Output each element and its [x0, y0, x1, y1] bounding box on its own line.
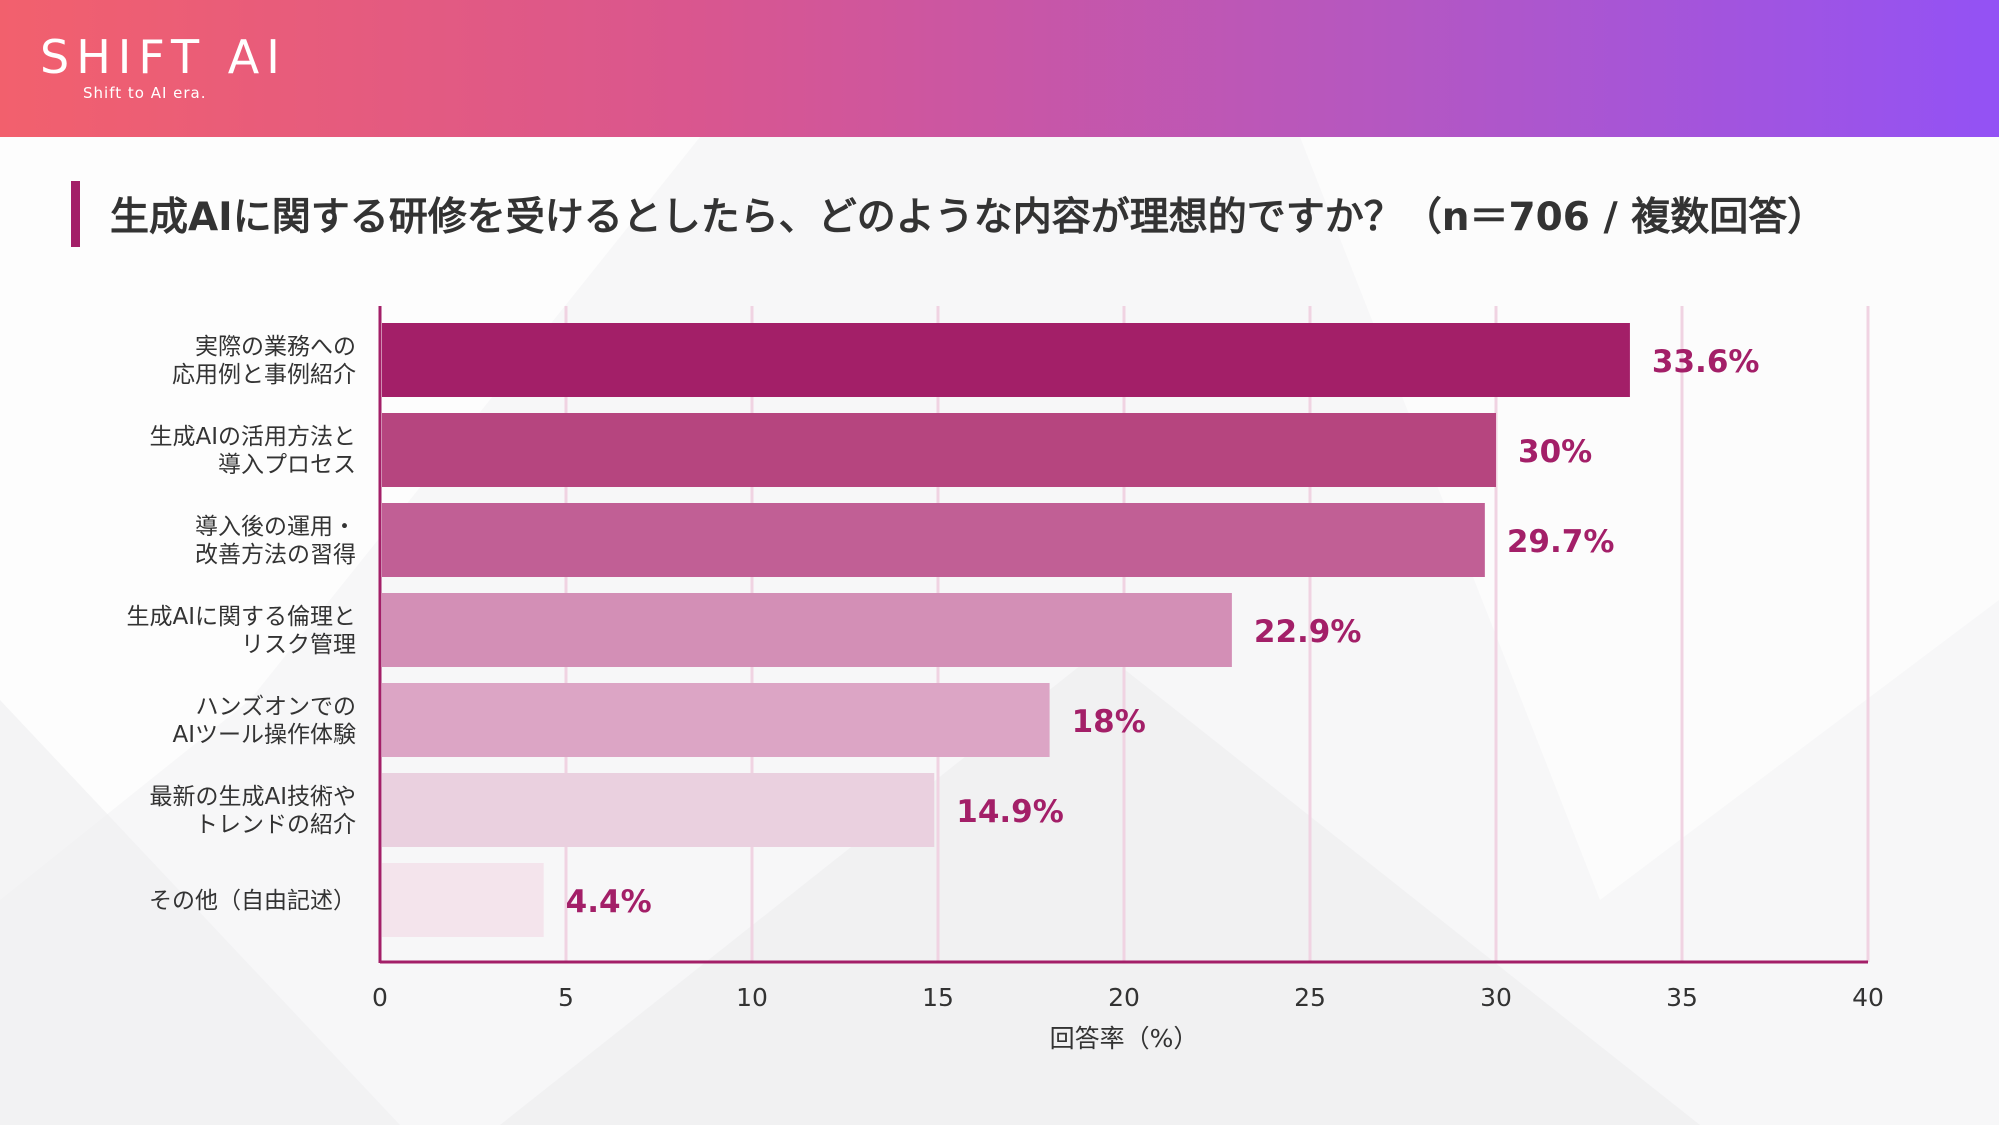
x-tick-label: 25: [1294, 983, 1326, 1012]
value-label: 33.6%: [1652, 344, 1760, 380]
value-label: 30%: [1518, 434, 1592, 470]
x-tick-label: 0: [372, 983, 388, 1012]
title-accent-bar: [71, 181, 80, 247]
value-label: 29.7%: [1507, 524, 1615, 560]
value-label: 4.4%: [566, 884, 652, 920]
category-label: 実際の業務への: [195, 334, 356, 360]
brand-header: SHIFT AI Shift to AI era.: [0, 0, 1999, 137]
x-tick-label: 10: [736, 983, 768, 1012]
category-label: ハンズオンでの: [195, 694, 356, 720]
x-tick-label: 20: [1108, 983, 1140, 1012]
category-label: 導入プロセス: [218, 452, 356, 478]
x-tick-label: 15: [922, 983, 954, 1012]
logo-tagline: Shift to AI era.: [83, 84, 207, 102]
bar: [382, 323, 1630, 397]
x-tick-label: 40: [1852, 983, 1884, 1012]
category-label: リスク管理: [241, 632, 356, 658]
category-label: トレンドの紹介: [195, 812, 356, 838]
bar: [382, 773, 935, 847]
bar: [382, 683, 1050, 757]
x-axis-title: 回答率（%）: [1050, 1024, 1199, 1053]
value-label: 22.9%: [1254, 614, 1362, 650]
category-label: 生成AIの活用方法と: [149, 424, 356, 450]
category-label: 改善方法の習得: [195, 542, 356, 568]
x-tick-label: 35: [1666, 983, 1698, 1012]
category-label: 最新の生成AI技術や: [149, 784, 356, 810]
category-label: 応用例と事例紹介: [172, 362, 356, 388]
value-label: 14.9%: [956, 794, 1064, 830]
bar: [382, 593, 1232, 667]
x-tick-label: 5: [558, 983, 574, 1012]
bar: [382, 413, 1496, 487]
logo-title: SHIFT AI: [40, 30, 287, 84]
category-label: 導入後の運用・: [195, 514, 356, 540]
chart-title: 生成AIに関する研修を受けるとしたら、どのような内容が理想的ですか？（n＝706…: [110, 195, 1827, 240]
bar: [382, 863, 544, 937]
x-tick-label: 30: [1480, 983, 1512, 1012]
value-label: 18%: [1072, 704, 1146, 740]
category-label: その他（自由記述）: [149, 888, 356, 914]
category-label: 生成AIに関する倫理と: [126, 604, 356, 630]
bar: [382, 503, 1485, 577]
category-label: AIツール操作体験: [172, 722, 356, 748]
